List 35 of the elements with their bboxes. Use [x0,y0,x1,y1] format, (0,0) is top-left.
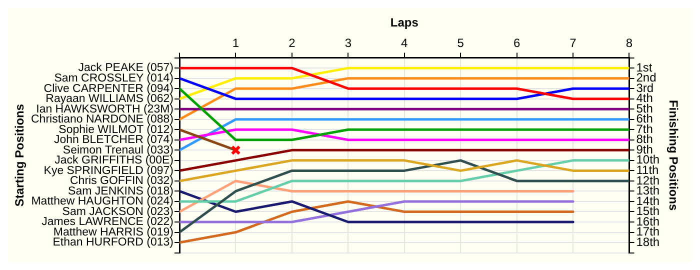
y2-tick-label: 9th [636,142,653,156]
category-label: Ethan HURFORD (013) [52,236,174,249]
category-label: Christiano NARDONE (088) [31,114,174,126]
category-label: Chris GOFFIN (032) [70,175,174,188]
category-label: Kye SPRINGFIELD (097) [44,164,174,177]
x-tick-label: 3 [344,36,352,50]
y2-tick-label: 18th [636,234,660,249]
x-tick-label: 7 [570,36,577,50]
category-label: Sam JACKSON (023) [62,206,174,218]
category-label: Ian HAWKSWORTH (23M) [36,103,174,116]
x-tick-label: 6 [513,36,520,50]
category-label: Clive CARPENTER (094) [44,82,174,95]
y2-tick-label: 5th [636,101,653,116]
y2-tick-label: 1st [636,60,653,74]
category-label: Sam JENKINS (018) [68,185,174,198]
category-label: James LAWRENCE (022) [42,216,174,228]
x-tick-label: 8 [626,36,633,50]
category-label: John BLETCHER (074) [54,134,174,146]
category-label: Matthew HAUGHTON (024) [31,196,174,208]
x-tick-label: 5 [457,36,464,50]
category-label: Seimon Trenaul (033) [62,144,174,156]
category-label: Sam CROSSLEY (014) [54,72,174,84]
category-label: Matthew HARRIS (019) [53,226,174,238]
x-tick-label: 2 [288,36,296,50]
x-tick-label: 1 [232,36,240,50]
category-label: Rayaan WILLIAMS (062) [46,93,174,106]
y2-tick-label: 7th [636,122,653,136]
x-axis-title: Laps [390,16,419,30]
y2-tick-label: 3rd [636,80,654,95]
category-label: Sophie WILMOT (012) [58,124,174,136]
y2-axis-title: Finishing Positions [666,100,680,211]
category-label: Jack GRIFFITHS (00E) [54,154,174,167]
x-tick-label: 4 [401,36,408,50]
category-label: Jack PEAKE (057) [78,62,174,74]
text: Starting Positions [12,104,26,207]
